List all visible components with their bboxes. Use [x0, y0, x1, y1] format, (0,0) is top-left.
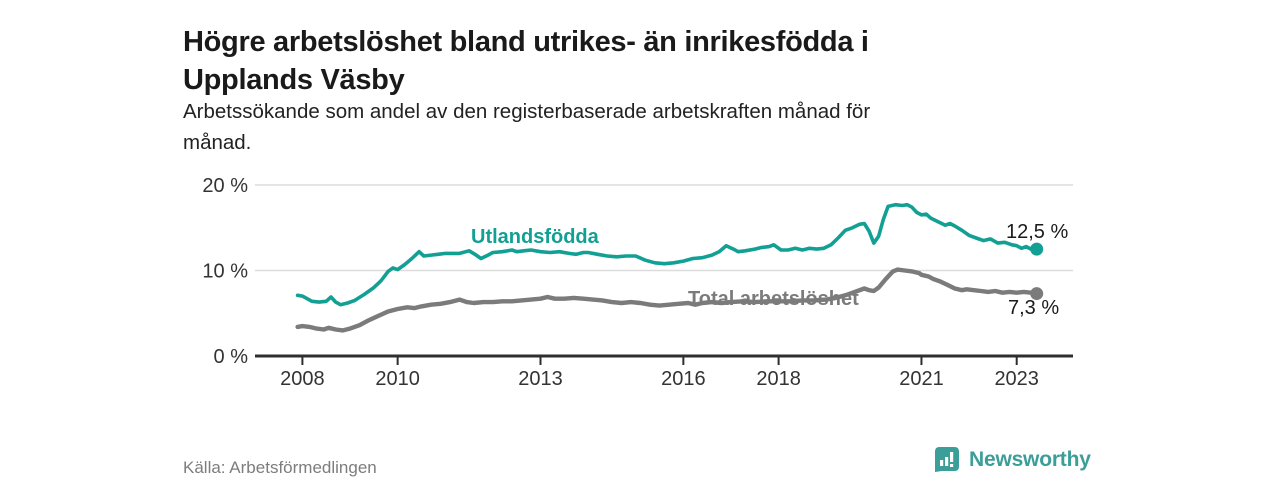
source-caption: Källa: Arbetsförmedlingen — [183, 458, 377, 477]
chart-subtitle: Arbetssökande som andel av den registerb… — [183, 96, 1083, 158]
page-title-line1: Högre arbetslöshet bland utrikes- än inr… — [183, 26, 869, 59]
svg-text:10 %: 10 % — [202, 261, 248, 283]
svg-text:2008: 2008 — [280, 368, 325, 390]
newsworthy-logo-icon — [933, 445, 961, 474]
newsworthy-brand: Newsworthy — [933, 445, 1091, 474]
svg-text:2021: 2021 — [899, 368, 944, 390]
svg-text:2013: 2013 — [518, 368, 563, 390]
svg-text:2018: 2018 — [756, 368, 801, 390]
svg-text:2023: 2023 — [994, 368, 1039, 390]
svg-text:0 %: 0 % — [214, 346, 249, 368]
page-title: Högre arbetslöshet bland utrikes- än inr… — [183, 23, 1163, 99]
chart-subtitle-line2: månad. — [183, 131, 252, 154]
page-title-line2: Upplands Väsby — [183, 64, 405, 97]
chart-subtitle-line1: Arbetssökande som andel av den registerb… — [183, 100, 871, 123]
series-label-total-arbetsloshet: Total arbetslöshet — [688, 288, 859, 310]
newsworthy-brand-name: Newsworthy — [969, 447, 1091, 471]
svg-text:2016: 2016 — [661, 368, 706, 390]
end-value-total-arbetsloshet: 7,3 % — [1008, 297, 1060, 319]
svg-text:20 %: 20 % — [202, 175, 248, 197]
svg-text:2010: 2010 — [375, 368, 420, 390]
end-value-utlandsfodda: 12,5 % — [1006, 221, 1069, 243]
series-label-utlandsfodda: Utlandsfödda — [471, 226, 599, 248]
